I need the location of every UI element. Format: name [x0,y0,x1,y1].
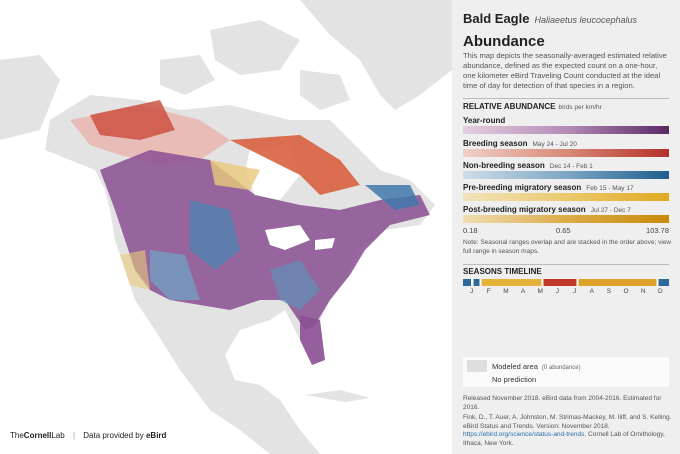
month-label: N [640,288,646,295]
month-label: J [572,288,577,295]
month-label: D [658,288,663,295]
season-name: Non-breeding season [463,161,545,170]
legend-title: RELATIVE ABUNDANCE birds per km/hr [463,102,602,111]
season-dates: Feb 15 - May 17 [586,185,634,192]
citation-text: Fink, D., T. Auer, A. Johnston, M. Strim… [463,414,672,430]
non-breeding-range [150,250,200,300]
scale-label: 103.78 [646,226,669,235]
scale-label: 0.18 [463,226,478,235]
map [0,0,452,454]
breeding-range [230,135,360,195]
citation: Fink, D., T. Auer, A. Johnston, M. Strim… [463,414,673,448]
no-prediction-swatch [467,373,487,385]
divider [463,98,669,99]
non-breeding-range [270,260,320,310]
migration-range [120,250,150,290]
month-label: F [486,288,491,295]
timeline-bar [463,279,669,286]
season-label: Pre-breeding migratory season Feb 15 - Ma… [463,183,634,192]
season-dates: Dec 14 - Feb 1 [549,163,593,170]
land [0,55,60,140]
month-label: M [537,288,543,295]
species-title: Bald Eagle Haliaeetus leucocephalus [463,11,637,26]
common-name: Bald Eagle [463,11,530,26]
logo-text: Cornell [23,431,52,440]
timeline-title: SEASONS TIMELINE [463,267,542,276]
divider [463,264,669,265]
month-label: M [503,288,509,295]
legend-note: Note: Seasonal ranges overlap and are st… [463,239,672,255]
non-breeding-range [365,185,420,210]
season-gradient [463,126,669,134]
scale-label: 0.65 [556,226,571,235]
area-legend: Modeled area (0 abundance) No prediction [463,357,669,387]
cornell-logo: TheCornellLab [10,431,65,440]
non-breeding-range [190,200,240,270]
land [300,70,350,110]
side-panel: Bald Eagle Haliaeetus leucocephalus Abund… [452,0,680,454]
month-label: J [469,288,474,295]
year-round-range [300,315,325,365]
season-label: Post-breeding migratory season Jul 27 - D… [463,205,631,214]
citation-end: . Cornell Lab of Ornithology, Ithaca, Ne… [463,431,665,447]
logo-text: The [10,431,24,440]
no-prediction-label: No prediction [492,375,537,384]
logos: TheCornellLab | Data provided by eBird [10,431,167,440]
lake [315,238,335,250]
season-name: Year-round [463,116,506,125]
modeled-text: Modeled area [492,362,538,371]
modeled-note: (0 abundance) [541,365,581,371]
lake [265,225,310,250]
season-gradient [463,193,669,201]
land [300,0,452,110]
breeding-range [90,100,175,140]
month-label: S [606,288,612,295]
provider-text: Data provided by [83,431,144,440]
season-name: Pre-breeding migratory season [463,183,582,192]
scientific-name: Haliaeetus leucocephalus [534,15,638,25]
legend-units: birds per km/hr [558,104,602,111]
description: This map depicts the seasonally-averaged… [463,51,667,90]
season-dates: Jul 27 - Dec 7 [590,207,631,214]
month-label: A [520,288,526,295]
section-title: Abundance [463,33,545,50]
logo-text: Lab [51,431,65,440]
season-gradient [463,149,669,157]
month-label: O [623,288,629,295]
legend-title-text: RELATIVE ABUNDANCE [463,102,556,111]
modeled-swatch [467,360,487,372]
season-gradient [463,215,669,223]
release-note: Released November 2018. eBird data from … [463,395,662,411]
season-label: Breeding season May 24 - Jul 20 [463,139,577,148]
migration-range [210,160,260,190]
month-label: A [589,288,594,295]
ebird-logo: eBird [145,431,167,440]
season-gradient [463,171,669,179]
land [305,390,370,402]
season-label: Non-breeding season Dec 14 - Feb 1 [463,161,593,170]
season-dates: May 24 - Jul 20 [532,141,577,148]
land [210,20,300,75]
season-name: Breeding season [463,139,528,148]
land [160,55,215,95]
citation-link[interactable]: https://ebird.org/science/status-and-tre… [463,431,585,438]
season-name: Post-breeding migratory season [463,205,586,214]
modeled-label: Modeled area (0 abundance) [492,362,581,371]
month-label: J [555,288,560,295]
